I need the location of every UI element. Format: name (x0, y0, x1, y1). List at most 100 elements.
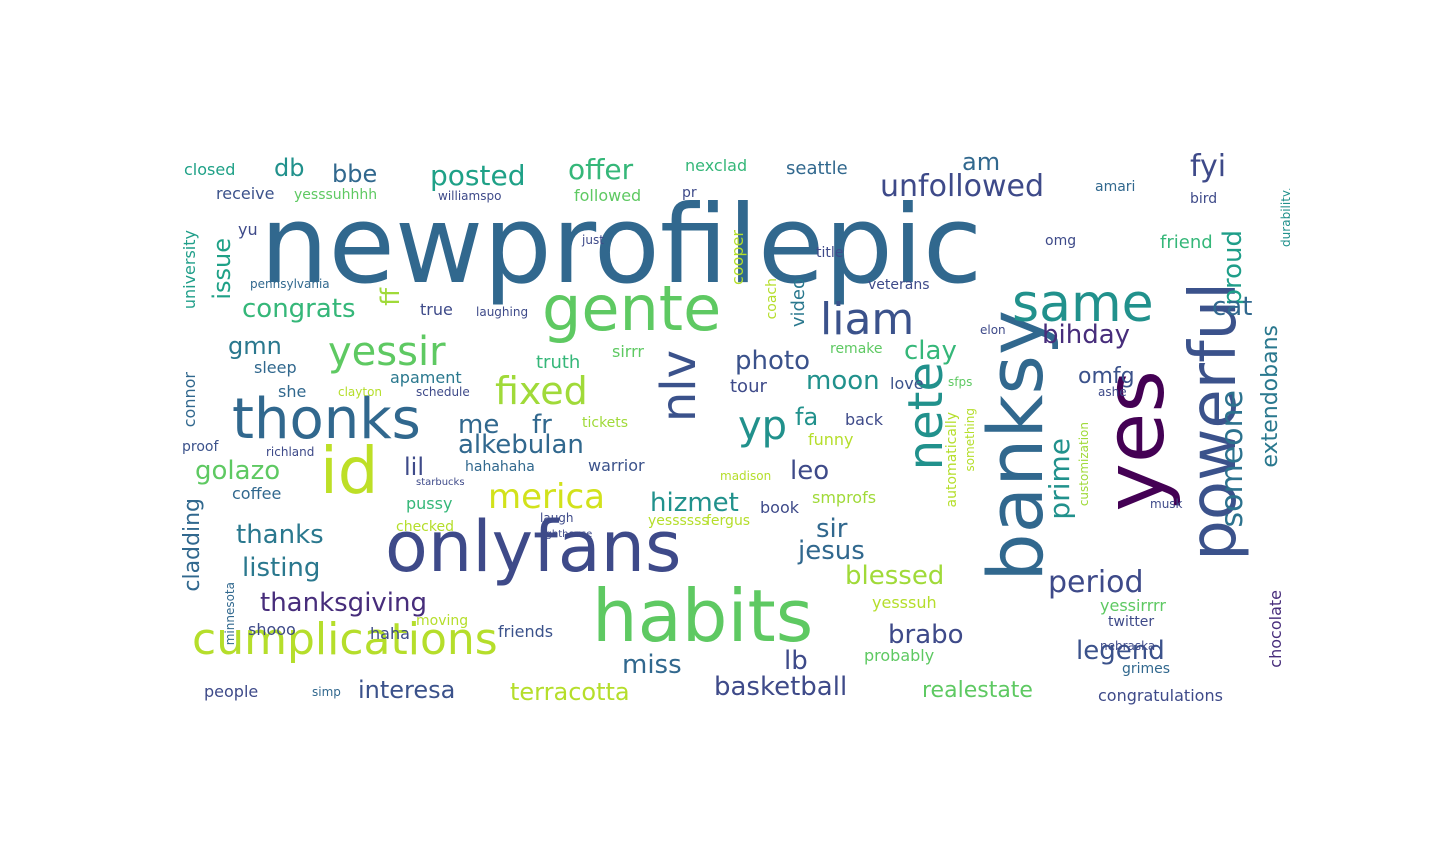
cloud-word: back (845, 410, 884, 429)
cloud-word: merica (488, 477, 605, 517)
cloud-word: yu (238, 220, 258, 239)
cloud-word: smprofs (812, 488, 877, 507)
cloud-word: simp (312, 685, 341, 699)
cloud-word: cumplications (192, 614, 498, 665)
cloud-word: legend (1076, 636, 1165, 666)
cloud-word: seattle (786, 158, 848, 179)
cloud-word: me (458, 410, 500, 440)
cloud-word: omfg (1078, 364, 1135, 389)
cloud-word: she (278, 382, 307, 401)
cloud-word: moon (806, 366, 880, 396)
cloud-word: am (962, 150, 1001, 176)
cloud-word: yesssuhhhh (294, 187, 378, 203)
cloud-word: tickets (582, 415, 629, 431)
cloud-word: issue (208, 238, 236, 300)
cloud-word: book (760, 498, 799, 517)
cloud-word: grimes (1122, 661, 1171, 677)
cloud-word: ashe (1098, 385, 1127, 399)
cloud-word: probably (864, 646, 935, 665)
cloud-word: funny (808, 430, 854, 449)
cloud-word: connor (180, 372, 199, 428)
cloud-word: realestate (922, 678, 1033, 703)
cloud-word: musk (1150, 497, 1183, 511)
cloud-word: elon (980, 323, 1006, 337)
cloud-word: followed (574, 186, 642, 205)
cloud-word: period (1048, 565, 1144, 600)
cloud-word: db (274, 154, 305, 182)
cloud-word: leo (790, 456, 830, 486)
cloud-word: tour (730, 376, 767, 397)
cloud-word: automatically (944, 412, 960, 508)
cloud-word: cooper (728, 230, 747, 285)
cloud-word: shooo (248, 620, 296, 639)
cloud-word: love (890, 374, 924, 393)
cloud-word: friend (1160, 232, 1213, 253)
cloud-word: liam (820, 294, 915, 345)
cloud-word: yessssss (648, 513, 709, 529)
cloud-word: veterans (868, 277, 930, 293)
cloud-word: hahahaha (465, 459, 535, 475)
cloud-word: fergus (706, 513, 751, 529)
cloud-word: pennsylvania (250, 277, 330, 291)
cloud-word: sfps (948, 375, 973, 389)
cloud-word: nexclad (685, 156, 748, 175)
cloud-word: yessir (328, 329, 446, 375)
cloud-word: chocolate (1266, 590, 1285, 668)
cloud-word: congratulations (1098, 686, 1223, 705)
cloud-word: clayton (338, 385, 383, 399)
cloud-word: gente (542, 272, 722, 345)
cloud-word: fyi (1190, 150, 1227, 184)
cloud-word: unfollowed (880, 169, 1045, 204)
cloud-word: bbe (332, 160, 378, 188)
cloud-word: university (180, 230, 199, 310)
cloud-word: photo (735, 346, 810, 376)
cloud-word: williamspo (438, 189, 502, 203)
cloud-word: prime (1043, 438, 1076, 520)
cloud-word: habits (592, 574, 814, 658)
cloud-word: sleep (254, 358, 297, 377)
cloud-word: ff (376, 288, 406, 306)
cloud-word: starbucks (416, 477, 465, 488)
cloud-word: yesssuh (872, 593, 937, 612)
cloud-word: twitter (1108, 614, 1155, 630)
cloud-word: offer (568, 153, 634, 186)
cloud-word: receive (216, 184, 275, 203)
cloud-word: id (320, 435, 379, 509)
cloud-word: warrior (588, 456, 645, 475)
cloud-word: closed (184, 160, 236, 179)
cloud-word: truth (536, 352, 581, 373)
cloud-word: golazo (195, 456, 281, 486)
cloud-word: miss (622, 650, 682, 680)
cloud-word: customization (1077, 422, 1091, 507)
cloud-word: madison (720, 469, 772, 483)
cloud-word: nebraska (1100, 639, 1156, 653)
cloud-word: listing (242, 553, 321, 583)
cloud-word: blessed (845, 561, 945, 591)
cloud-word: hizmet (650, 488, 739, 518)
cloud-word: pussy (406, 494, 453, 513)
cloud-word: pr (682, 185, 697, 201)
cloud-word: title (816, 245, 844, 261)
cloud-word: haha (370, 624, 410, 643)
cloud-word: cat (1212, 292, 1253, 322)
cloud-word: cladding (180, 498, 205, 592)
cloud-word: yp (738, 403, 788, 449)
cloud-word: proof (182, 439, 219, 455)
cloud-word: sir (816, 514, 848, 544)
cloud-word: thanksgiving (260, 588, 428, 618)
cloud-word: cats (1287, 180, 1290, 205)
cloud-word: lb (784, 646, 808, 676)
cloud-word: just (582, 233, 604, 247)
cloud-word: minnesota (223, 582, 237, 646)
cloud-word: amari (1095, 179, 1136, 195)
cloud-word: basketball (714, 672, 848, 702)
cloud-word: thonks (232, 387, 421, 452)
cloud-word: bihday (1042, 320, 1131, 350)
cloud-word: thanks (236, 520, 324, 550)
cloud-word: richland (266, 445, 315, 459)
cloud-word: coach (764, 278, 780, 320)
cloud-word: interesa (358, 676, 456, 704)
cloud-word: schedule (416, 385, 470, 399)
cloud-word: lil (404, 453, 425, 481)
cloud-word: lighthouse (540, 529, 593, 540)
